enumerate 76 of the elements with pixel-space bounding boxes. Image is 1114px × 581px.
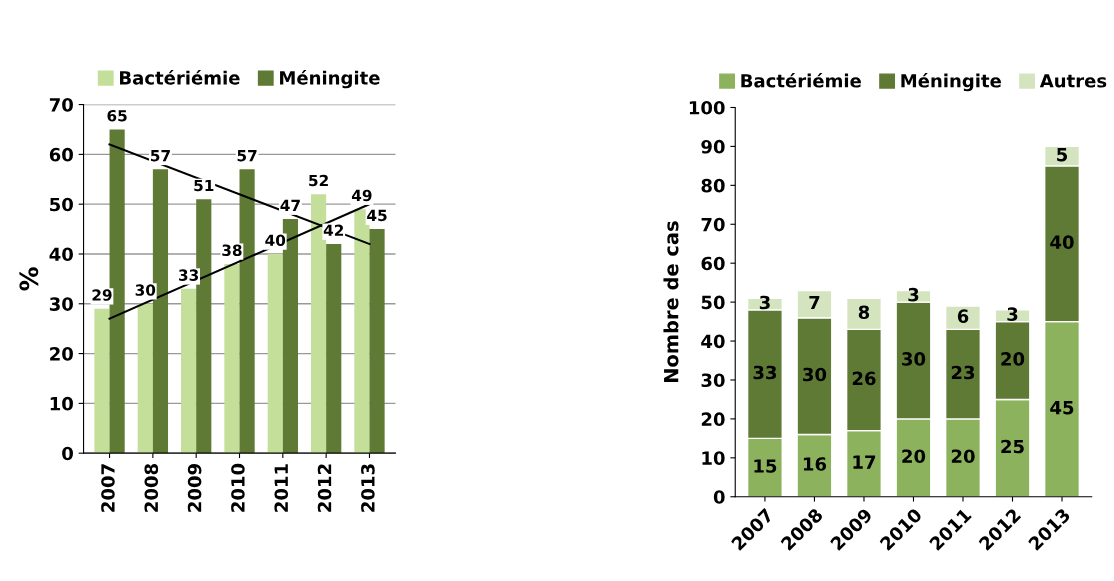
y-tick-label: 40 xyxy=(49,247,73,262)
y-tick-label: 90 xyxy=(701,139,725,154)
x-tick-label: 2010 xyxy=(231,463,245,512)
legend-label: Méningite xyxy=(901,72,1001,92)
bar xyxy=(196,199,212,454)
data-label: 33 xyxy=(753,365,777,380)
data-label: 40 xyxy=(1050,235,1074,249)
data-label: 15 xyxy=(754,459,777,473)
legend-label: Bactériémie xyxy=(741,72,861,88)
data-label: 51 xyxy=(194,179,214,192)
y-tick-label: 70 xyxy=(701,217,725,232)
data-label: 26 xyxy=(852,371,876,386)
data-label: 16 xyxy=(803,457,827,471)
data-label: 8 xyxy=(858,305,870,320)
data-label: 3 xyxy=(908,287,919,302)
legend-label: Méningite xyxy=(280,69,380,89)
x-tick-label: 2009 xyxy=(187,464,202,512)
data-label: 3 xyxy=(759,295,770,310)
data-label: 30 xyxy=(902,352,926,366)
y-tick-label: 60 xyxy=(49,147,73,162)
y-tick-label: 20 xyxy=(701,412,725,427)
y-tick-label: 50 xyxy=(701,295,725,310)
y-tick-label: 10 xyxy=(50,396,73,411)
y-tick-label: 20 xyxy=(50,347,73,361)
y-tick-label: 50 xyxy=(50,197,73,212)
legend-label: Autres xyxy=(1039,74,1107,88)
y-tick-label: 10 xyxy=(702,451,725,465)
bar xyxy=(267,253,283,454)
data-label: 23 xyxy=(951,365,975,380)
x-tick-label: 2012 xyxy=(317,464,332,512)
x-tick-label: 2011 xyxy=(274,464,289,512)
data-label: 45 xyxy=(1050,400,1074,415)
y-tick-label: 40 xyxy=(701,334,725,349)
data-label: 33 xyxy=(179,269,199,281)
data-label: 57 xyxy=(151,150,170,162)
data-label: 47 xyxy=(280,199,300,211)
y-axis-title: Nombre de cas xyxy=(663,221,679,383)
data-label: 3 xyxy=(1007,307,1018,321)
data-label: 38 xyxy=(222,244,242,256)
data-label: 20 xyxy=(1001,352,1025,366)
bar xyxy=(369,229,385,454)
data-label: 49 xyxy=(351,189,372,202)
bar xyxy=(94,308,110,454)
data-label: 30 xyxy=(803,367,827,382)
data-label: 6 xyxy=(957,309,969,323)
y-tick-label: 0 xyxy=(62,446,73,461)
data-label: 20 xyxy=(951,449,975,464)
data-label: 52 xyxy=(309,174,328,187)
y-tick-label: 30 xyxy=(49,297,73,311)
bar xyxy=(326,244,342,454)
y-tick-label: 80 xyxy=(701,178,725,193)
data-label: 65 xyxy=(107,110,127,122)
data-label: 29 xyxy=(92,289,112,301)
y-tick-label: 70 xyxy=(49,98,73,112)
bar xyxy=(181,288,197,454)
x-tick-label: 2008 xyxy=(144,464,159,512)
y-axis-title: % xyxy=(19,267,39,291)
data-label: 5 xyxy=(1057,147,1068,162)
data-label: 42 xyxy=(323,224,344,236)
data-label: 57 xyxy=(237,150,257,162)
data-label: 20 xyxy=(902,449,926,464)
data-label: 7 xyxy=(809,295,820,310)
x-tick-label: 2007 xyxy=(101,464,115,512)
x-tick-label: 2013 xyxy=(361,464,375,512)
y-tick-label: 0 xyxy=(713,490,725,504)
bar xyxy=(137,303,153,454)
data-label: 40 xyxy=(265,234,286,247)
y-tick-label: 30 xyxy=(701,373,725,388)
legend-label: Bactériémie xyxy=(120,69,240,85)
bar xyxy=(224,263,240,454)
data-label: 30 xyxy=(135,284,156,296)
data-label: 17 xyxy=(853,455,876,469)
data-label: 45 xyxy=(367,209,387,222)
y-tick-label: 100 xyxy=(689,100,725,115)
y-tick-label: 60 xyxy=(701,256,725,271)
data-label: 25 xyxy=(1001,439,1024,454)
